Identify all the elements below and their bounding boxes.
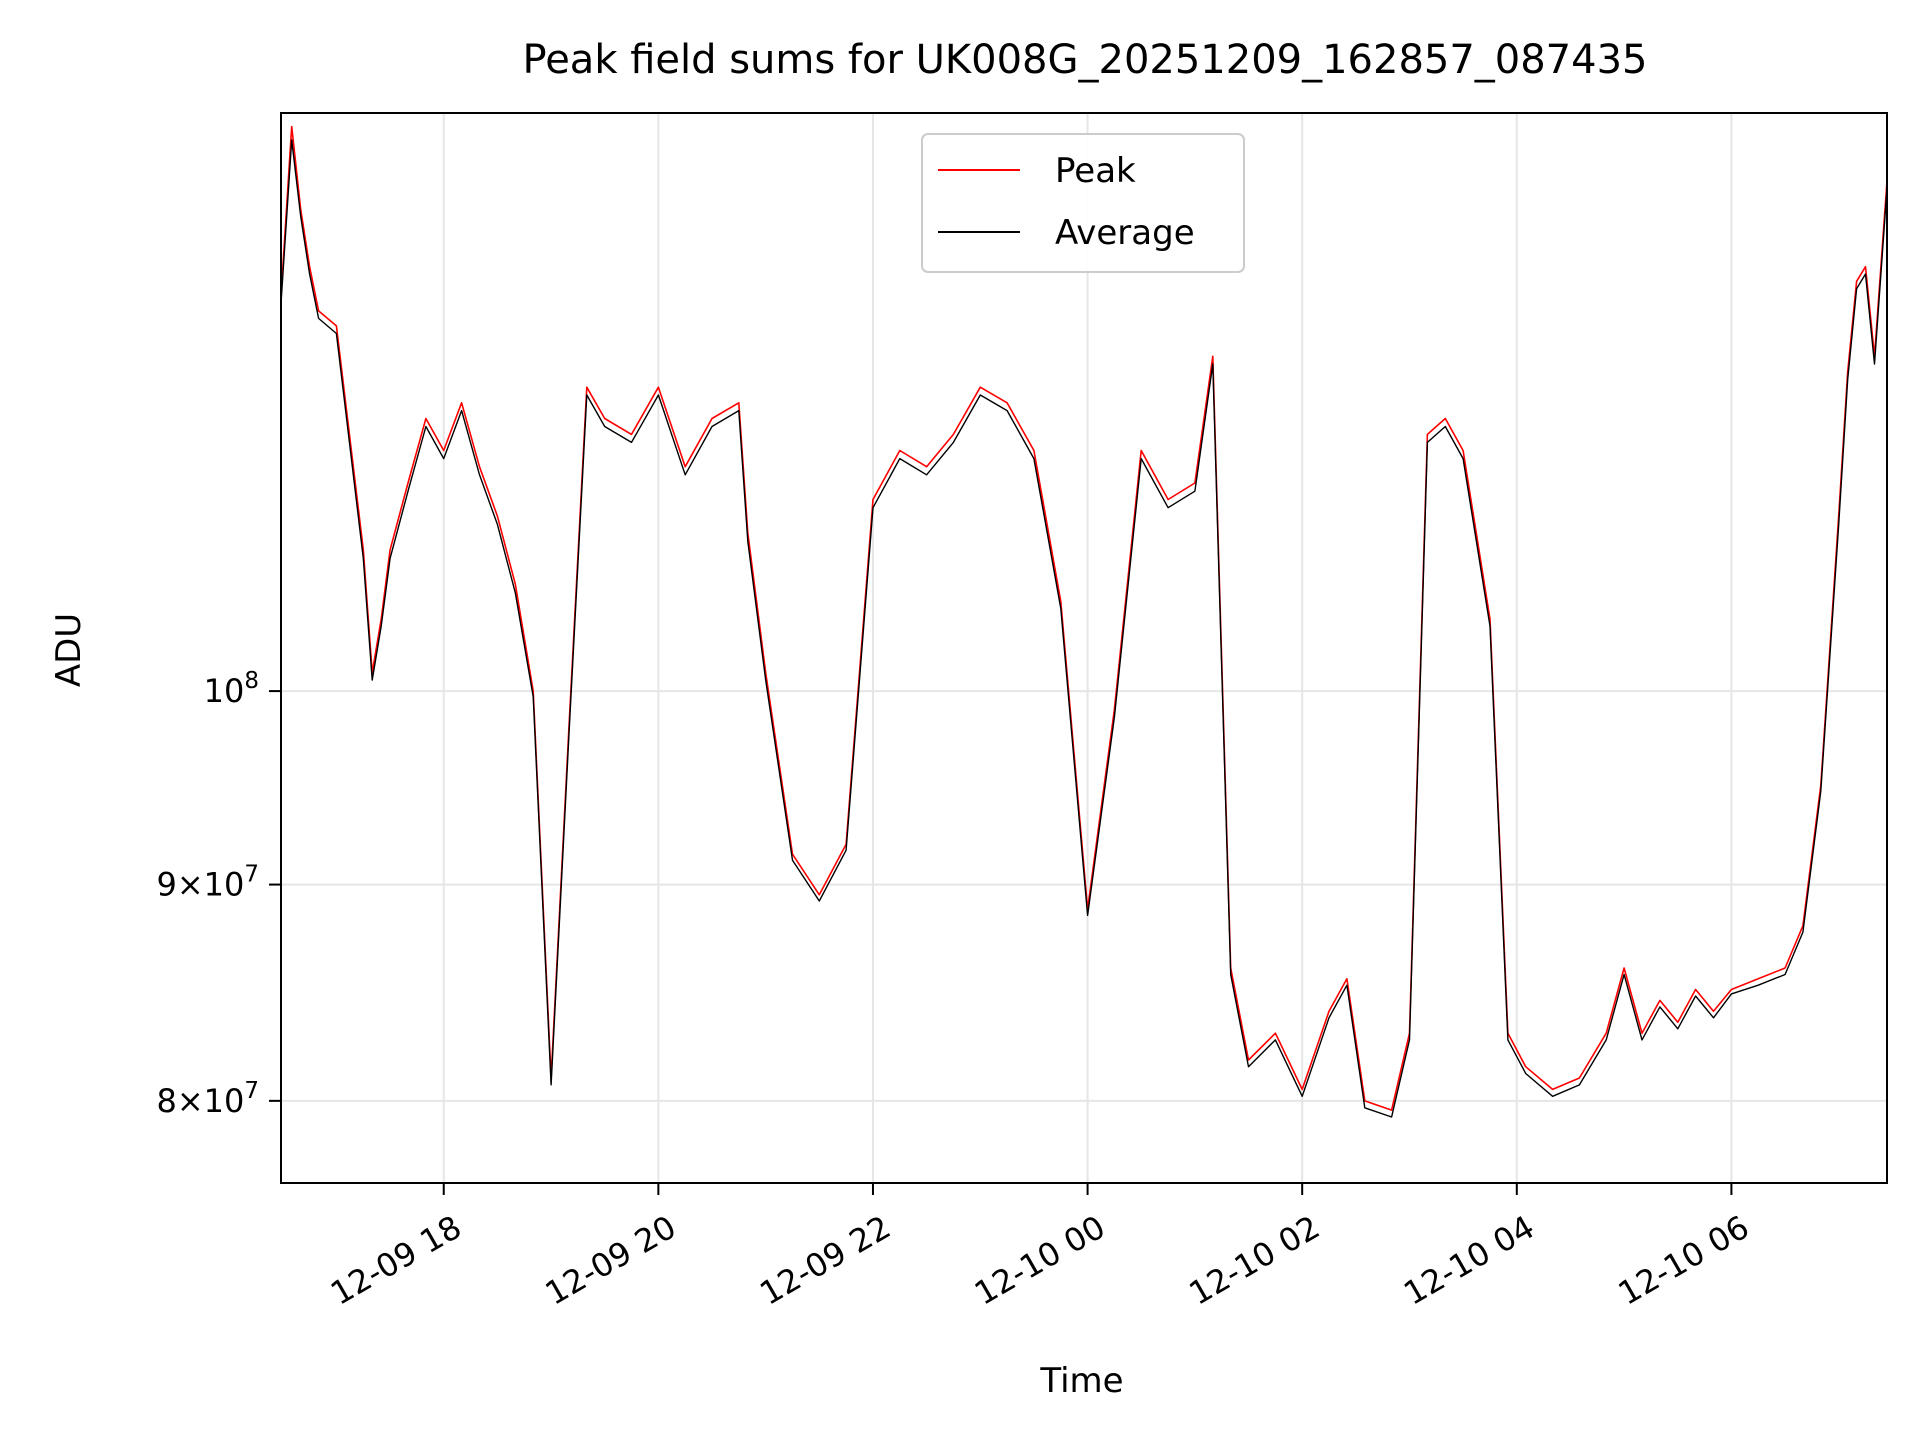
legend-label-average: Average — [1055, 213, 1195, 253]
series-line-average — [281, 139, 1887, 1118]
legend-label-peak: Peak — [1055, 151, 1136, 191]
legend-box — [921, 133, 1245, 273]
legend: Peak Average — [921, 133, 1245, 273]
y-axis-label: ADU — [49, 613, 89, 687]
x-axis-label: Time — [1039, 1361, 1123, 1401]
grid — [281, 113, 1887, 1183]
y-tick-label: 108 — [204, 668, 259, 710]
y-tick-label: 8×107 — [156, 1078, 259, 1120]
y-axis: 8×107 9×107 108 — [156, 668, 281, 1120]
chart-title: Peak field sums for UK008G_20251209_1628… — [523, 37, 1648, 83]
series-lines — [281, 125, 1887, 1118]
y-tick-label: 9×107 — [156, 862, 259, 904]
plot-frame — [280, 112, 1888, 1184]
